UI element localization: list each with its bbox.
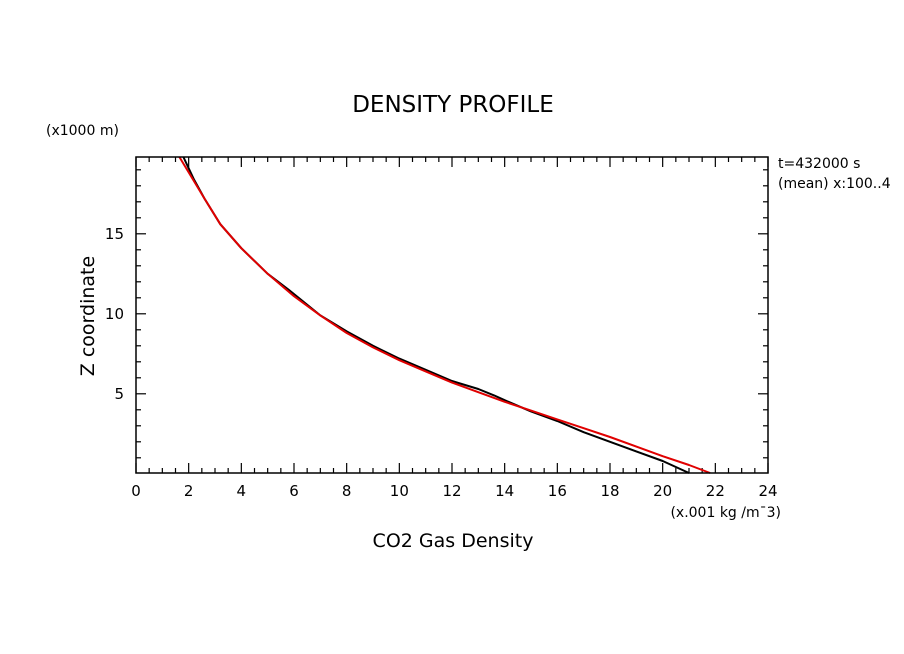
x-units-label: (x.001 kg /m¯3): [670, 505, 781, 521]
x-tick-label: 22: [706, 482, 725, 500]
x-tick-label: 10: [390, 482, 409, 500]
x-tick-label: 16: [548, 482, 567, 500]
x-tick-label: 24: [758, 482, 777, 500]
axis-ticks: [135, 157, 769, 473]
plot-frame: [135, 156, 769, 474]
x-tick-label: 4: [237, 482, 247, 500]
density-line-black: [182, 156, 690, 474]
y-tick-label: 10: [105, 305, 124, 323]
x-tick-label: 12: [442, 482, 461, 500]
density-line-red: [178, 156, 711, 474]
x-axis-label: CO2 Gas Density: [373, 530, 534, 552]
x-tick-label: 14: [495, 482, 514, 500]
x-tick-label: 20: [653, 482, 672, 500]
mean-range-annotation: (mean) x:100..4: [778, 176, 891, 192]
y-tick-label: 5: [114, 385, 124, 403]
data-series: [178, 156, 711, 474]
x-tick-label: 6: [289, 482, 299, 500]
x-tick-label: 18: [600, 482, 619, 500]
time-annotation: t=432000 s: [778, 156, 860, 172]
x-tick-label: 2: [184, 482, 194, 500]
y-axis-label: Z coordinate: [77, 256, 99, 376]
y-tick-label: 15: [105, 225, 124, 243]
chart-title: DENSITY PROFILE: [352, 92, 554, 118]
y-units-label: (x1000 m): [46, 123, 119, 139]
x-tick-label: 8: [342, 482, 352, 500]
x-tick-label: 0: [131, 482, 141, 500]
